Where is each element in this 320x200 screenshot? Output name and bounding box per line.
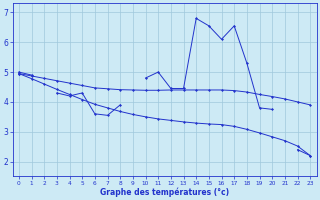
X-axis label: Graphe des températures (°c): Graphe des températures (°c) [100, 187, 229, 197]
